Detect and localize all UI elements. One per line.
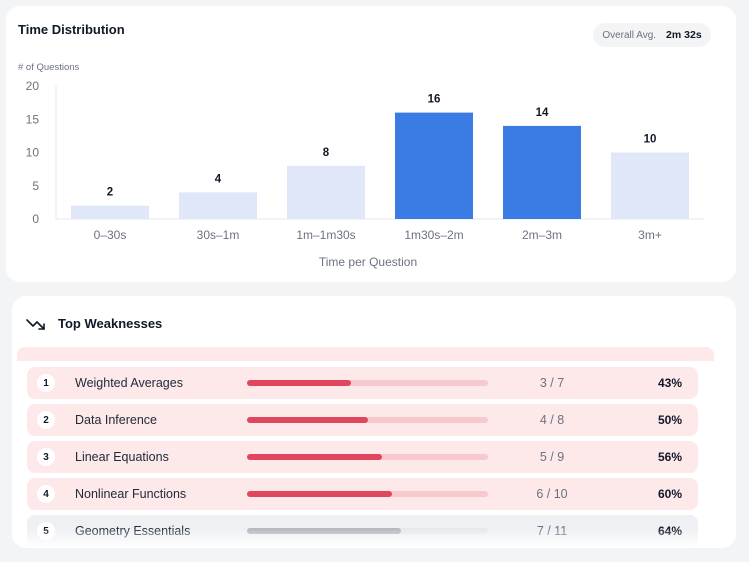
bar <box>611 152 689 219</box>
time-distribution-chart: # of Questions 0 5 10 15 20 2 0–30s 4 30s–1m 8 1m–1… <box>18 62 704 269</box>
y-tick-label: 0 <box>32 212 39 226</box>
x-tick-label: 1m30s–2m <box>404 228 463 242</box>
y-tick-label: 15 <box>26 112 40 126</box>
x-tick-label: 1m–1m30s <box>296 228 355 242</box>
bar-value-label: 10 <box>644 134 657 146</box>
rank-badge: 4 <box>37 485 55 503</box>
list-fade-overlay <box>12 528 736 548</box>
x-tick-label: 30s–1m <box>197 228 240 242</box>
weakness-row[interactable]: 1 Weighted Averages 3 / 7 43% <box>27 367 698 399</box>
bar-value-label: 4 <box>215 173 222 185</box>
bar-value-label: 8 <box>323 147 330 159</box>
weakness-progress-fill <box>247 380 351 386</box>
weakness-progress-track <box>247 380 488 386</box>
weakness-score: 5 / 9 <box>539 450 565 464</box>
bar <box>71 205 149 219</box>
bar <box>287 165 365 219</box>
rank-badge: 2 <box>37 411 55 429</box>
weakness-progress-fill <box>247 454 382 460</box>
rank-badge: 3 <box>37 448 55 466</box>
weakness-progress-fill <box>247 491 392 497</box>
weakness-topic: Data Inference <box>75 413 157 427</box>
weakness-score: 3 / 7 <box>539 376 565 390</box>
x-axis-label: Time per Question <box>319 255 417 269</box>
trending-down-icon <box>26 318 45 330</box>
weakness-progress-fill <box>247 417 368 423</box>
weakness-progress-track <box>247 454 488 460</box>
y-tick-label: 20 <box>26 79 40 93</box>
top-weaknesses-header: Top Weaknesses <box>26 316 162 331</box>
overall-average-label: Overall Avg. <box>602 29 657 41</box>
bar <box>503 125 581 219</box>
weakness-score: 4 / 8 <box>539 413 565 427</box>
y-tick-label: 10 <box>26 146 40 160</box>
bar <box>179 192 257 219</box>
x-tick-label: 2m–3m <box>522 228 562 242</box>
bar-value-label: 14 <box>536 107 549 119</box>
weakness-score: 6 / 10 <box>536 487 568 501</box>
y-tick-label: 5 <box>32 179 39 193</box>
weakness-row[interactable]: 3 Linear Equations 5 / 9 56% <box>27 441 698 473</box>
bar <box>395 112 473 219</box>
weakness-percent: 56% <box>657 450 682 464</box>
weakness-topic: Weighted Averages <box>75 376 183 390</box>
weakness-progress-track <box>247 491 488 497</box>
time-distribution-card: Time Distribution Overall Avg. 2m 32s # … <box>6 6 736 282</box>
bar-value-label: 16 <box>428 94 441 106</box>
weakness-percent: 60% <box>657 487 682 501</box>
x-tick-label: 0–30s <box>94 228 127 242</box>
weakness-percent: 43% <box>657 376 682 390</box>
overall-average-badge: Overall Avg. 2m 32s <box>593 23 711 47</box>
overall-average-value: 2m 32s <box>666 29 702 41</box>
weakness-percent: 50% <box>657 413 682 427</box>
x-tick-label: 3m+ <box>638 228 662 242</box>
y-axis-label: # of Questions <box>18 62 80 73</box>
weakness-topic: Nonlinear Functions <box>75 487 187 501</box>
weakness-row[interactable]: 2 Data Inference 4 / 8 50% <box>27 404 698 436</box>
weakness-row[interactable]: 4 Nonlinear Functions 6 / 10 60% <box>27 478 698 510</box>
bar-value-label: 2 <box>107 187 113 199</box>
rank-badge: 1 <box>37 374 55 392</box>
weakness-topic: Linear Equations <box>75 450 169 464</box>
top-weaknesses-title: Top Weaknesses <box>58 316 163 331</box>
weakness-progress-track <box>247 417 488 423</box>
weaknesses-header-band <box>17 347 714 361</box>
top-weaknesses-card: Top Weaknesses 1 Weighted Averages 3 / 7… <box>12 296 736 548</box>
time-distribution-title: Time Distribution <box>18 22 125 37</box>
